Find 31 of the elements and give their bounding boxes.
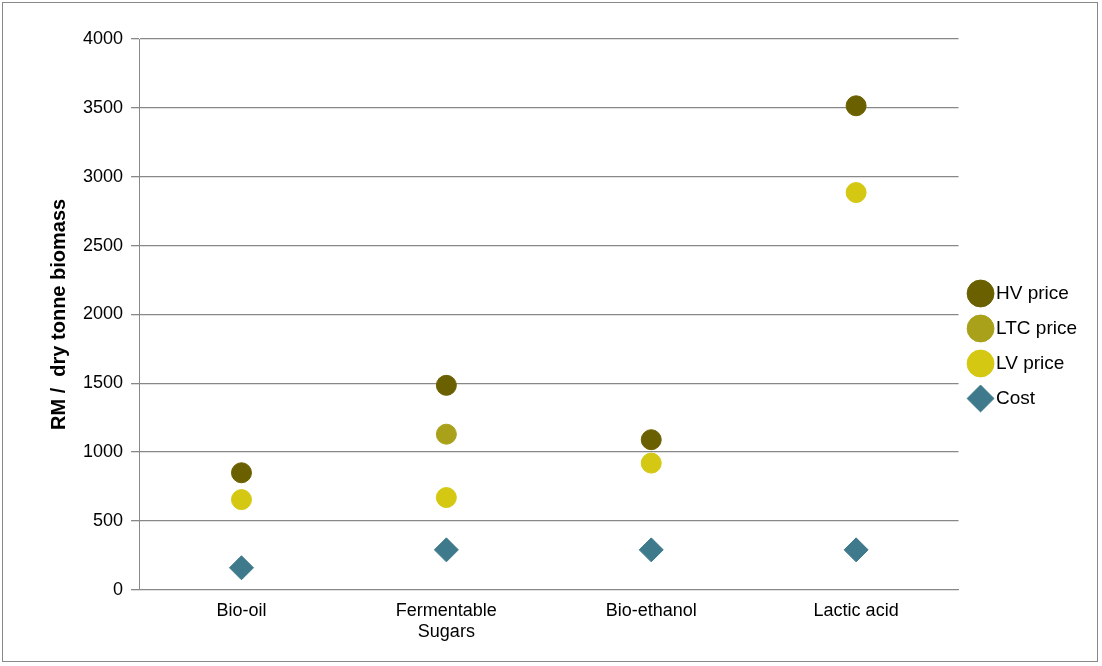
point <box>230 462 252 484</box>
y-tick-label: 3000 <box>83 165 124 186</box>
point <box>230 489 252 511</box>
y-axis-title: RM / dry tonne biomass <box>46 198 69 430</box>
x-tick-label: Bio-oil <box>216 599 267 620</box>
point <box>228 555 254 581</box>
point <box>845 182 867 204</box>
legend-label: LV price <box>996 351 1065 373</box>
point <box>435 423 457 445</box>
x-tick-label: Bio-ethanol <box>605 599 697 620</box>
legend-label: Cost <box>996 386 1036 408</box>
y-tick-label: 1000 <box>83 441 124 462</box>
y-tick-label: 0 <box>113 578 124 599</box>
y-tick-label: 3500 <box>83 96 124 117</box>
point <box>845 95 867 117</box>
legend-label: LTC price <box>996 316 1078 338</box>
point <box>435 374 457 396</box>
y-tick-label: 2000 <box>83 303 124 324</box>
y-tick-label: 4000 <box>83 27 124 48</box>
point <box>640 452 662 474</box>
point <box>435 487 457 509</box>
legend-label: HV price <box>996 281 1069 303</box>
point <box>640 429 662 451</box>
y-tick-label: 2500 <box>83 234 124 255</box>
point <box>433 537 459 563</box>
point <box>843 537 869 563</box>
x-tick-label: Lactic acid <box>813 599 899 620</box>
y-tick-label: 500 <box>93 509 124 530</box>
point <box>638 537 664 563</box>
x-tick-label: Fermentable Sugars <box>395 599 497 642</box>
y-tick-label: 1500 <box>83 372 124 393</box>
